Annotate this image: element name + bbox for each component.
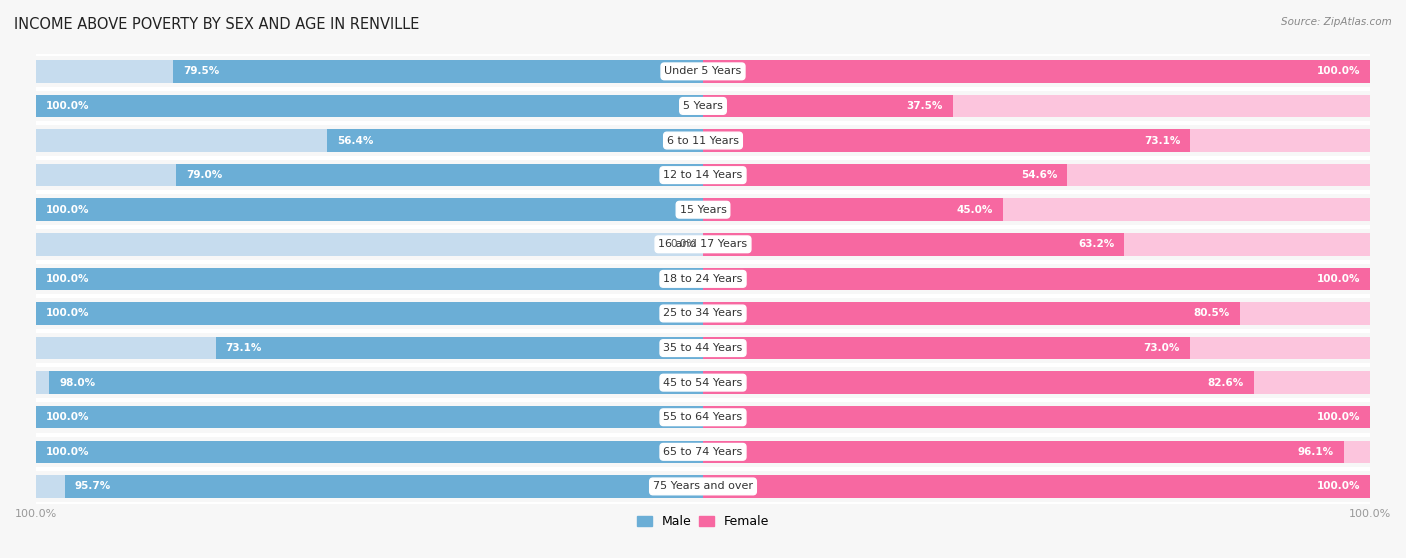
Bar	[176, 164, 703, 186]
Text: 15 Years: 15 Years	[679, 205, 727, 215]
Bar	[37, 60, 703, 83]
Bar	[703, 60, 1369, 83]
Bar	[703, 475, 1369, 498]
Bar	[37, 164, 703, 186]
Text: 100.0%: 100.0%	[46, 274, 90, 284]
Text: 5 Years: 5 Years	[683, 101, 723, 111]
Text: 55 to 64 Years: 55 to 64 Years	[664, 412, 742, 422]
Text: 79.5%: 79.5%	[183, 66, 219, 76]
Text: INCOME ABOVE POVERTY BY SEX AND AGE IN RENVILLE: INCOME ABOVE POVERTY BY SEX AND AGE IN R…	[14, 17, 419, 32]
Bar	[37, 406, 703, 429]
Text: 63.2%: 63.2%	[1078, 239, 1115, 249]
Bar	[65, 475, 703, 498]
Bar	[37, 475, 703, 498]
Text: 12 to 14 Years: 12 to 14 Years	[664, 170, 742, 180]
Bar	[703, 337, 1189, 359]
Text: 100.0%: 100.0%	[46, 205, 90, 215]
Bar	[703, 441, 1369, 463]
Bar	[703, 129, 1191, 152]
Bar	[703, 233, 1369, 256]
Text: 73.1%: 73.1%	[225, 343, 262, 353]
Text: 25 to 34 Years: 25 to 34 Years	[664, 309, 742, 319]
Bar	[37, 441, 703, 463]
Bar	[703, 406, 1369, 429]
Text: 45.0%: 45.0%	[956, 205, 993, 215]
Bar	[37, 302, 703, 325]
Bar	[703, 95, 953, 117]
Text: 37.5%: 37.5%	[907, 101, 943, 111]
Text: 100.0%: 100.0%	[1316, 66, 1360, 76]
Bar	[703, 441, 1344, 463]
Text: 100.0%: 100.0%	[46, 447, 90, 457]
Bar	[37, 268, 703, 290]
Bar	[37, 337, 703, 359]
Bar	[37, 95, 703, 117]
Bar	[215, 337, 703, 359]
Bar	[703, 129, 1369, 152]
Bar	[703, 60, 1369, 83]
Text: 98.0%: 98.0%	[59, 378, 96, 388]
Bar	[703, 95, 1369, 117]
Bar	[703, 199, 1002, 221]
Text: 75 Years and over: 75 Years and over	[652, 482, 754, 492]
Bar	[703, 302, 1240, 325]
Text: 100.0%: 100.0%	[1316, 412, 1360, 422]
Bar	[703, 372, 1254, 394]
Legend: Male, Female: Male, Female	[631, 511, 775, 533]
Text: 82.6%: 82.6%	[1208, 378, 1244, 388]
Text: 0.0%: 0.0%	[671, 239, 696, 249]
Text: 18 to 24 Years: 18 to 24 Years	[664, 274, 742, 284]
Bar	[703, 164, 1369, 186]
Text: 54.6%: 54.6%	[1021, 170, 1057, 180]
Text: Under 5 Years: Under 5 Years	[665, 66, 741, 76]
Bar	[37, 406, 703, 429]
Text: 100.0%: 100.0%	[46, 412, 90, 422]
Text: Source: ZipAtlas.com: Source: ZipAtlas.com	[1281, 17, 1392, 27]
Bar	[703, 406, 1369, 429]
Bar	[703, 268, 1369, 290]
Text: 100.0%: 100.0%	[46, 309, 90, 319]
Text: 65 to 74 Years: 65 to 74 Years	[664, 447, 742, 457]
Text: 16 and 17 Years: 16 and 17 Years	[658, 239, 748, 249]
Bar	[37, 95, 703, 117]
Bar	[37, 441, 703, 463]
Bar	[37, 129, 703, 152]
Bar	[37, 302, 703, 325]
Bar	[37, 268, 703, 290]
Text: 100.0%: 100.0%	[1316, 482, 1360, 492]
Bar	[703, 337, 1369, 359]
Text: 73.1%: 73.1%	[1144, 136, 1181, 146]
Bar	[703, 475, 1369, 498]
Text: 80.5%: 80.5%	[1194, 309, 1230, 319]
Text: 96.1%: 96.1%	[1298, 447, 1334, 457]
Bar	[173, 60, 703, 83]
Text: 79.0%: 79.0%	[186, 170, 222, 180]
Text: 45 to 54 Years: 45 to 54 Years	[664, 378, 742, 388]
Text: 73.0%: 73.0%	[1143, 343, 1180, 353]
Bar	[703, 199, 1369, 221]
Bar	[49, 372, 703, 394]
Bar	[37, 199, 703, 221]
Text: 6 to 11 Years: 6 to 11 Years	[666, 136, 740, 146]
Text: 35 to 44 Years: 35 to 44 Years	[664, 343, 742, 353]
Bar	[37, 199, 703, 221]
Text: 100.0%: 100.0%	[46, 101, 90, 111]
Bar	[37, 372, 703, 394]
Text: 56.4%: 56.4%	[337, 136, 373, 146]
Bar	[703, 268, 1369, 290]
Bar	[703, 164, 1067, 186]
Bar	[703, 233, 1125, 256]
Text: 100.0%: 100.0%	[1316, 274, 1360, 284]
Bar	[703, 302, 1369, 325]
Bar	[703, 372, 1369, 394]
Text: 95.7%: 95.7%	[75, 482, 111, 492]
Bar	[37, 233, 703, 256]
Bar	[326, 129, 703, 152]
